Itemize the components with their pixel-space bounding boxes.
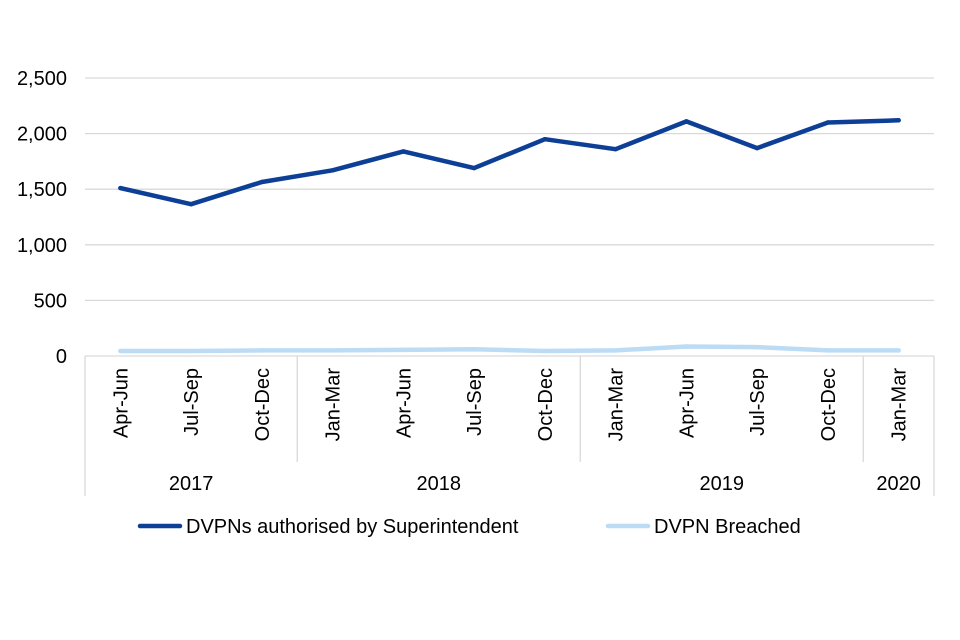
y-tick-label: 500	[34, 290, 67, 312]
group-label: 2020	[876, 473, 921, 495]
data-point	[896, 118, 901, 123]
gridlines	[85, 77, 934, 302]
x-tick-label: Apr-Jun	[393, 368, 415, 438]
y-axis: 0 500 1,000 1,500 2,000 2,500	[17, 68, 67, 368]
data-point	[259, 348, 265, 353]
data-point	[259, 179, 265, 185]
data-point	[471, 165, 477, 171]
data-point	[188, 348, 194, 354]
series-line-dvpns-authorised	[118, 118, 901, 207]
series-lines	[118, 118, 901, 354]
data-point	[825, 348, 831, 353]
data-point	[330, 168, 335, 173]
x-tick-label: Apr-Jun	[110, 368, 132, 438]
x-tick-label: Jul-Sep	[181, 368, 203, 436]
x-axis: Apr-Jun Jul-Sep Oct-Dec Jan-Mar Apr-Jun Jul-S…	[84, 355, 935, 496]
data-point	[118, 185, 123, 191]
x-tick-label: Jan-Mar	[889, 368, 911, 442]
x-tick-label: Apr-Jun	[676, 368, 698, 438]
series-line-dvpn-breached	[118, 344, 901, 354]
data-point	[684, 344, 689, 349]
data-point	[401, 149, 406, 154]
data-point	[684, 119, 689, 124]
data-point	[825, 120, 831, 125]
data-point	[754, 344, 760, 350]
data-point	[613, 146, 618, 152]
group-label: 2017	[169, 473, 214, 495]
x-tick-label: Jul-Sep	[747, 368, 769, 436]
group-label: 2019	[700, 473, 745, 495]
y-tick-label: 1,500	[17, 179, 67, 201]
legend-label: DVPNs authorised by Superintendent	[186, 516, 519, 538]
data-point	[896, 348, 901, 353]
data-point	[613, 348, 618, 353]
data-point	[471, 347, 477, 352]
group-label: 2018	[417, 473, 462, 495]
data-point	[118, 348, 123, 354]
x-tick-label: Oct-Dec	[535, 368, 557, 441]
legend-label: DVPN Breached	[654, 516, 801, 538]
x-tick-label: Oct-Dec	[818, 368, 840, 441]
y-tick-label: 2,000	[17, 124, 67, 146]
y-tick-label: 2,500	[17, 68, 67, 90]
data-point	[542, 136, 548, 142]
data-point	[542, 348, 548, 354]
y-tick-label: 0	[56, 346, 67, 368]
y-tick-label: 1,000	[17, 235, 67, 257]
data-point	[754, 145, 760, 151]
data-point	[330, 348, 335, 353]
data-point	[188, 202, 194, 207]
x-tick-label: Oct-Dec	[252, 368, 274, 441]
data-point	[401, 347, 406, 353]
legend: DVPNs authorised by Superintendent DVPN B…	[137, 516, 801, 538]
x-tick-label: Jan-Mar	[323, 368, 345, 442]
x-tick-label: Jan-Mar	[606, 368, 628, 442]
x-tick-label: Jul-Sep	[464, 368, 486, 436]
